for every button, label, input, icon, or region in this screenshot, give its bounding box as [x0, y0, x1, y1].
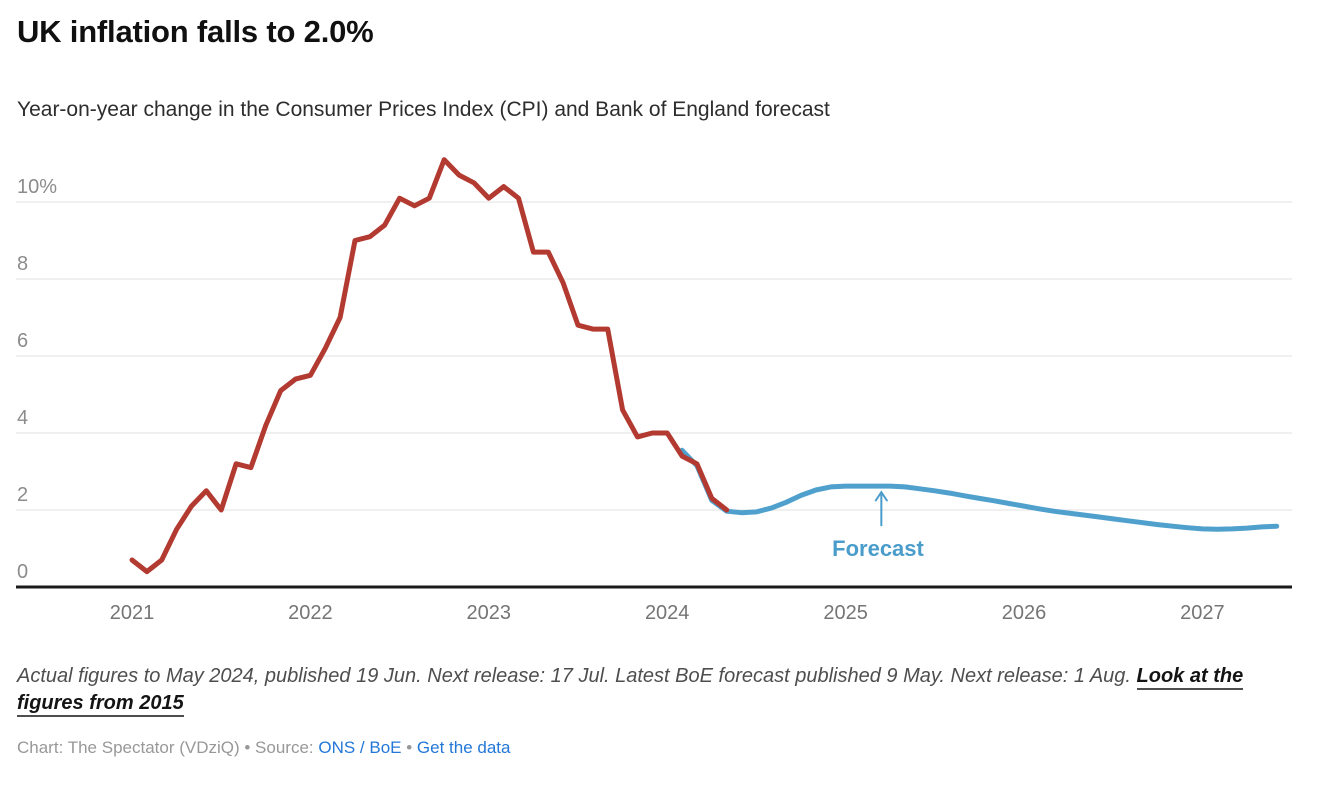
chart-subtitle: Year-on-year change in the Consumer Pric…	[17, 98, 830, 121]
y-axis-tick-label: 6	[17, 330, 28, 352]
notes-text: Actual figures to May 2024, published 19…	[17, 665, 1137, 687]
attribution-separator: •	[401, 738, 417, 757]
forecast-annotation-label: Forecast	[832, 536, 924, 561]
x-axis-tick-label: 2023	[467, 602, 512, 624]
figures-2015-link[interactable]: Look at the figures from 2015	[17, 665, 1244, 718]
attribution-prefix: Chart: The Spectator (VDziQ) • Source:	[17, 738, 319, 757]
chart-title: UK inflation falls to 2.0%	[17, 14, 374, 49]
series-line-cpi-actual	[129, 157, 730, 575]
attribution-line: Chart: The Spectator (VDziQ) • Source: O…	[17, 738, 511, 758]
x-axis-tick-label: 2026	[1002, 602, 1047, 624]
get-data-link[interactable]: Get the data	[416, 738, 511, 757]
source-link[interactable]: ONS / BoE	[318, 738, 402, 757]
y-axis-tick-label: 4	[17, 407, 28, 429]
footer-notes: Actual figures to May 2024, published 19…	[17, 663, 1309, 718]
x-axis-tick-label: 2021	[110, 602, 155, 624]
series-line-boe-forecast	[679, 447, 1280, 532]
x-axis-tick-label: 2025	[823, 602, 868, 624]
y-axis-tick-label: 2	[17, 484, 28, 506]
x-axis-tick-label: 2022	[288, 602, 333, 624]
plot-area: 0 2 4 6 8 10% 2021 2022 2023 2024 2025 2026 2027	[16, 157, 1292, 624]
y-axis-tick-label: 8	[17, 253, 28, 275]
forecast-arrow-head-icon	[874, 490, 889, 502]
x-axis-tick-label: 2027	[1180, 602, 1225, 624]
y-axis-tick-label: 0	[17, 561, 28, 583]
y-axis-tick-label: 10%	[17, 176, 57, 198]
x-axis-tick-label: 2024	[645, 602, 690, 624]
